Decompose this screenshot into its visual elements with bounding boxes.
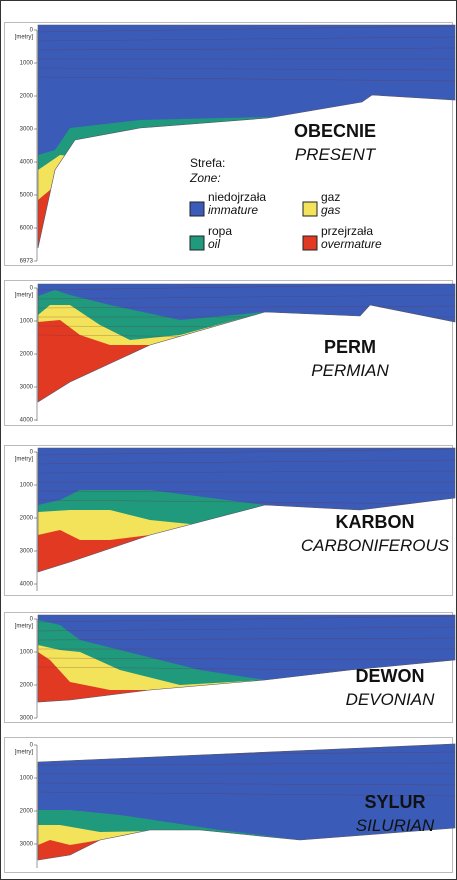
depth-tick-label: 2000 (20, 683, 34, 689)
depth-tick-label: 2000 (20, 516, 34, 522)
legend-swatch (303, 202, 317, 216)
depth-tick-label: 4000 (20, 582, 34, 588)
panel-title: OBECNIE (294, 121, 376, 141)
depth-tick-label: 3000 (20, 385, 34, 391)
legend-label-en: oil (208, 237, 220, 251)
depth-tick-label: 3000 (20, 127, 34, 133)
depth-tick-label: [metry] (15, 750, 34, 756)
depth-tick-label: [metry] (15, 457, 34, 463)
depth-tick-label: 0 (30, 617, 34, 623)
depth-tick-label: 4000 (20, 160, 34, 166)
depth-tick-label: 1000 (20, 319, 34, 325)
legend-heading: Strefa: (190, 156, 225, 170)
section (38, 22, 456, 265)
legend-label: niedojrzała (208, 190, 266, 204)
depth-tick-label: [metry] (15, 624, 34, 630)
depth-tick-label: 4000 (20, 418, 34, 424)
depth-tick-label: 2000 (20, 94, 34, 100)
depth-tick-label: 2000 (20, 352, 34, 358)
depth-tick-label: 5000 (20, 193, 34, 199)
depth-tick-label: 6000 (20, 226, 34, 232)
depth-tick-label: 0 (30, 743, 34, 749)
legend-label-en: gas (321, 203, 340, 217)
depth-tick-label: 3000 (20, 549, 34, 555)
panel-title: PERM (324, 337, 376, 357)
depth-tick-label: [metry] (15, 35, 34, 41)
depth-tick-label: 3000 (20, 842, 34, 848)
depth-tick-label: [metry] (15, 293, 34, 299)
figure: 0[metry]1000200030004000500060006973OBEC… (0, 0, 457, 880)
panel-subtitle: PERMIAN (311, 361, 389, 380)
section (38, 280, 456, 425)
panel-subtitle: DEVONIAN (346, 690, 436, 709)
panel-subtitle: SILURIAN (356, 816, 435, 835)
depth-tick-label: 1000 (20, 650, 34, 656)
panel-title: KARBON (336, 512, 415, 532)
layer-line (38, 741, 455, 747)
depth-tick-label: 0 (30, 28, 34, 34)
depth-tick-label: 1000 (20, 776, 34, 782)
depth-tick-label: 3000 (20, 716, 34, 722)
depth-tick-label: 0 (30, 450, 34, 456)
panel-subtitle: CARBONIFEROUS (301, 536, 450, 555)
depth-tick-label: 6973 (20, 259, 34, 265)
panel-title: SYLUR (364, 792, 425, 812)
legend-label-en: immature (208, 203, 258, 217)
depth-tick-label: 1000 (20, 61, 34, 67)
legend-swatch (190, 236, 204, 250)
legend-heading-en: Zone: (189, 171, 221, 185)
panel-title: DEWON (356, 666, 425, 686)
legend-swatch (303, 236, 317, 250)
legend-label: ropa (208, 224, 232, 238)
legend-label: gaz (321, 190, 340, 204)
panel-subtitle: PRESENT (295, 145, 377, 164)
depth-tick-label: 0 (30, 286, 34, 292)
legend-label: przejrzała (321, 224, 373, 238)
depth-tick-label: 2000 (20, 809, 34, 815)
legend-label-en: overmature (321, 237, 382, 251)
legend-swatch (190, 202, 204, 216)
depth-tick-label: 1000 (20, 483, 34, 489)
